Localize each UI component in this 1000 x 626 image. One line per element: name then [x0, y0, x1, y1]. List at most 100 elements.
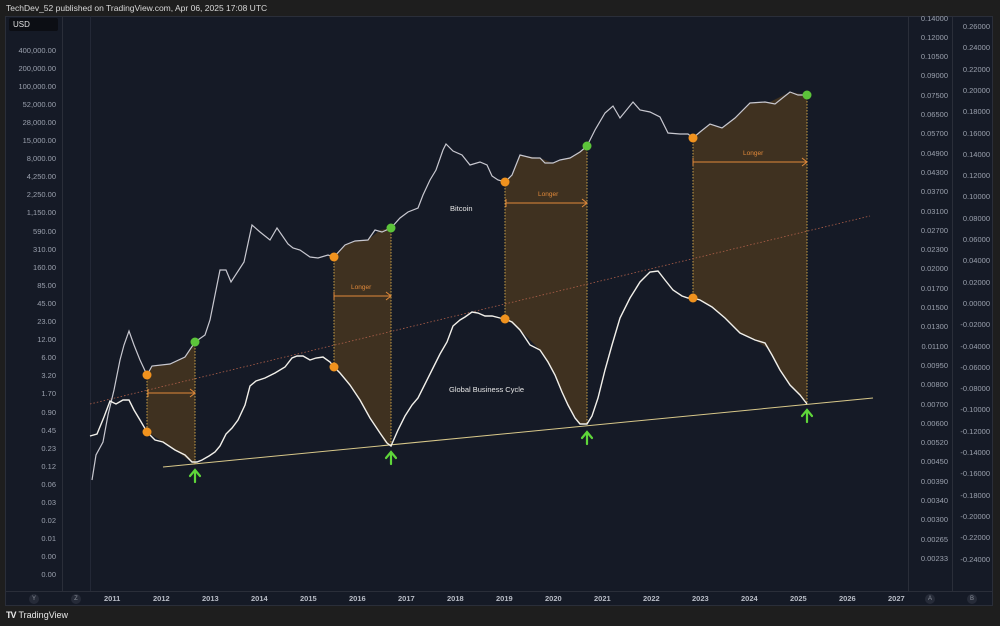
axis-tick: 1.70 [41, 389, 56, 399]
year-tick: 2021 [594, 594, 611, 603]
axis-tick: 0.26000 [962, 22, 990, 31]
axis-tick: -0.06000 [960, 362, 990, 372]
axis-tick: 0.00520 [920, 438, 948, 448]
axis-tick: 0.06 [41, 479, 56, 489]
axis-tick: 0.24000 [962, 43, 990, 53]
axis-tick: 3.20 [41, 371, 56, 381]
axis-tick: 23.00 [37, 317, 56, 326]
right-axis-b[interactable] [952, 16, 994, 591]
currency-badge[interactable]: USD [9, 18, 58, 31]
year-tick: 2027 [888, 594, 905, 603]
axis-tick: 0.01500 [920, 303, 948, 312]
orange-markers [142, 133, 698, 437]
year-tick: 2012 [153, 594, 170, 603]
right-axis-a[interactable] [908, 16, 953, 591]
axis-tick: -0.10000 [960, 405, 990, 415]
axis-tick: 0.00000 [962, 298, 990, 308]
publish-header: TechDev_52 published on TradingView.com,… [0, 0, 1000, 17]
dotted-trendline [89, 215, 871, 405]
left-price-axis[interactable] [5, 16, 63, 591]
b-axis-marker[interactable]: B [967, 594, 977, 604]
axis-tick: 0.23 [41, 443, 56, 453]
axis-tick: 0.00 [41, 552, 56, 562]
gbc-label: Global Business Cycle [449, 385, 525, 394]
axis-tick: 100,000.00 [18, 81, 56, 91]
longer-label-1: Longer [351, 284, 372, 291]
axis-tick: 0.22000 [962, 64, 990, 74]
axis-tick: 0.04900 [920, 148, 948, 158]
year-tick: 2023 [692, 594, 709, 603]
axis-tick: -0.14000 [960, 448, 990, 457]
up-arrow-icons [188, 408, 814, 484]
axis-tick: 0.00600 [920, 418, 948, 428]
axis-tick: 0.14000 [920, 13, 948, 23]
axis-tick: 85.00 [37, 280, 56, 290]
year-tick: 2020 [545, 594, 562, 603]
axis-tick: 0.10500 [920, 52, 948, 62]
z-axis-strip[interactable] [62, 16, 91, 591]
longer-arrows [147, 157, 808, 398]
global-business-cycle-line [89, 270, 808, 463]
axis-tick: 0.08000 [962, 213, 990, 223]
time-axis[interactable] [5, 591, 993, 606]
axis-tick: 0.00340 [920, 496, 948, 505]
axis-tick: 1,150.00 [26, 208, 56, 218]
axis-tick: 0.00700 [920, 399, 948, 409]
axis-tick: 0.03 [41, 498, 56, 507]
year-tick: 2026 [839, 594, 856, 603]
axis-tick: 4,250.00 [26, 172, 56, 182]
axis-tick: 0.02300 [920, 245, 948, 255]
axis-tick: 2,250.00 [26, 190, 56, 200]
axis-tick: 0.06500 [920, 110, 948, 119]
axis-tick: 0.05700 [920, 129, 948, 139]
green-markers [190, 90, 812, 347]
axis-tick: 0.45 [41, 425, 56, 435]
chart-frame [5, 16, 993, 606]
axis-tick: 8,000.00 [26, 154, 56, 164]
year-tick: 2025 [790, 594, 807, 603]
axis-tick: 0.12000 [920, 32, 948, 42]
axis-tick: 0.00450 [920, 457, 948, 467]
tradingview-footer[interactable]: TV TradingView [6, 610, 68, 620]
axis-tick: 0.20000 [962, 85, 990, 95]
axis-tick: -0.02000 [960, 320, 990, 330]
axis-tick: 0.00300 [920, 515, 948, 525]
axis-tick: 0.00233 [920, 553, 948, 563]
year-tick: 2019 [496, 594, 513, 603]
axis-tick: 0.14000 [962, 149, 990, 159]
axis-tick: 0.01100 [921, 341, 948, 351]
year-tick: 2017 [398, 594, 415, 603]
axis-tick: 0.07500 [920, 90, 948, 100]
axis-tick: 160.00 [33, 262, 56, 272]
axis-tick: 0.02000 [962, 277, 990, 287]
a-axis-marker[interactable]: A [925, 594, 935, 604]
y-axis-marker[interactable]: Y [29, 594, 39, 604]
tradingview-logo-icon: TV [6, 610, 16, 620]
year-tick: 2015 [300, 594, 317, 603]
year-tick: 2016 [349, 594, 366, 603]
axis-tick: 0.09000 [920, 71, 948, 81]
bitcoin-label: Bitcoin [450, 204, 473, 213]
year-tick: 2013 [202, 594, 219, 603]
axis-tick: 0.10000 [962, 192, 990, 202]
axis-tick: 0.00265 [920, 534, 948, 544]
axis-tick: 0.02000 [920, 264, 948, 274]
axis-tick: 0.12 [41, 461, 56, 471]
axis-tick: 0.04000 [962, 256, 990, 266]
z-axis-marker[interactable]: Z [71, 594, 81, 604]
axis-tick: 0.01300 [920, 322, 948, 332]
axis-tick: 310.00 [33, 244, 56, 254]
axis-tick: 12.00 [37, 335, 56, 345]
axis-tick: -0.04000 [960, 341, 990, 351]
axis-tick: 0.00390 [920, 476, 948, 486]
floor-trendline [162, 397, 874, 468]
axis-tick: -0.12000 [960, 426, 990, 436]
year-tick: 2014 [251, 594, 268, 603]
axis-tick: 6.00 [41, 353, 56, 363]
longer-label-3: Longer [743, 150, 764, 157]
year-tick: 2011 [104, 594, 121, 603]
axis-tick: 0.06000 [962, 235, 990, 244]
axis-tick: 0.00 [41, 570, 56, 580]
axis-tick: 0.03100 [920, 206, 948, 216]
